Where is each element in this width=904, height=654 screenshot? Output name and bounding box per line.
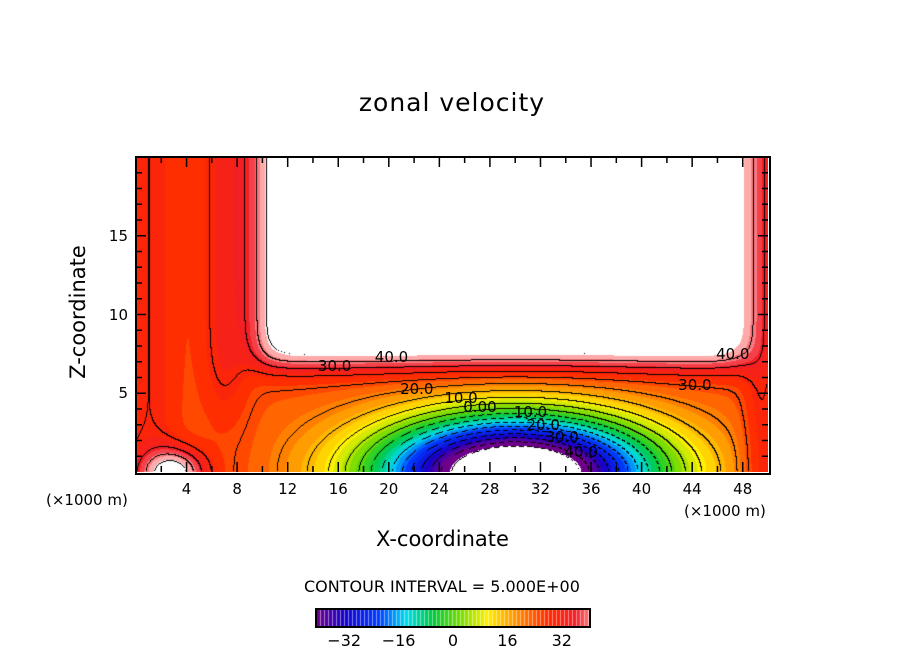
colorbar-tick-label: −32 (327, 631, 362, 650)
contour-label: 40.0 (374, 348, 409, 367)
tick-marks (136, 157, 768, 472)
x-tick-label: 16 (328, 480, 348, 498)
y-tick-label: 15 (108, 226, 128, 245)
x-unit-label-left: (×1000 m) (46, 491, 128, 509)
x-tick-label: 36 (581, 480, 601, 498)
x-tick-label: 8 (232, 480, 242, 498)
contour-label: 30.0 (678, 376, 712, 395)
contour-label: 20.0 (526, 415, 560, 434)
colorbar-tick-label: 32 (551, 631, 572, 650)
y-tick-label: 10 (108, 305, 128, 324)
colorbar-tick-label: 0 (447, 631, 459, 650)
contour-label: 40.0 (564, 442, 598, 461)
x-tick-label: 24 (429, 480, 449, 498)
x-tick-label: 40 (632, 480, 652, 498)
x-tick-label: 32 (530, 480, 551, 498)
contour-label: 0.00 (463, 398, 497, 417)
contour-label: 10.0 (513, 403, 548, 422)
contour-label: 40.0 (716, 344, 750, 363)
y-axis-label: Z-coordinate (66, 245, 90, 379)
y-tick-label: 5 (118, 384, 128, 403)
plot-area (136, 157, 768, 472)
x-tick-label: 20 (379, 480, 399, 498)
x-tick-label: 44 (682, 480, 702, 498)
x-tick-label: 4 (181, 480, 192, 498)
contour-field (136, 157, 768, 472)
contour-label: 10.0 (444, 388, 478, 407)
colorbar-tick-label: 16 (497, 631, 518, 650)
contour-label: 30.0 (317, 357, 352, 376)
x-tick-label: 28 (480, 480, 500, 498)
x-unit-label-right: (×1000 m) (684, 502, 766, 520)
chart-title: zonal velocity (358, 88, 546, 117)
x-tick-label: 48 (733, 480, 753, 498)
contour-label: 30.0 (545, 428, 579, 447)
colorbar (315, 608, 591, 628)
x-tick-label: 12 (278, 480, 298, 498)
x-axis-label: X-coordinate (376, 527, 509, 551)
plot-frame (135, 156, 771, 475)
colorbar-tick-label: −16 (381, 631, 416, 650)
contour-label: 20.0 (400, 379, 434, 398)
contour-interval-label: CONTOUR INTERVAL = 5.000E+00 (304, 577, 580, 596)
